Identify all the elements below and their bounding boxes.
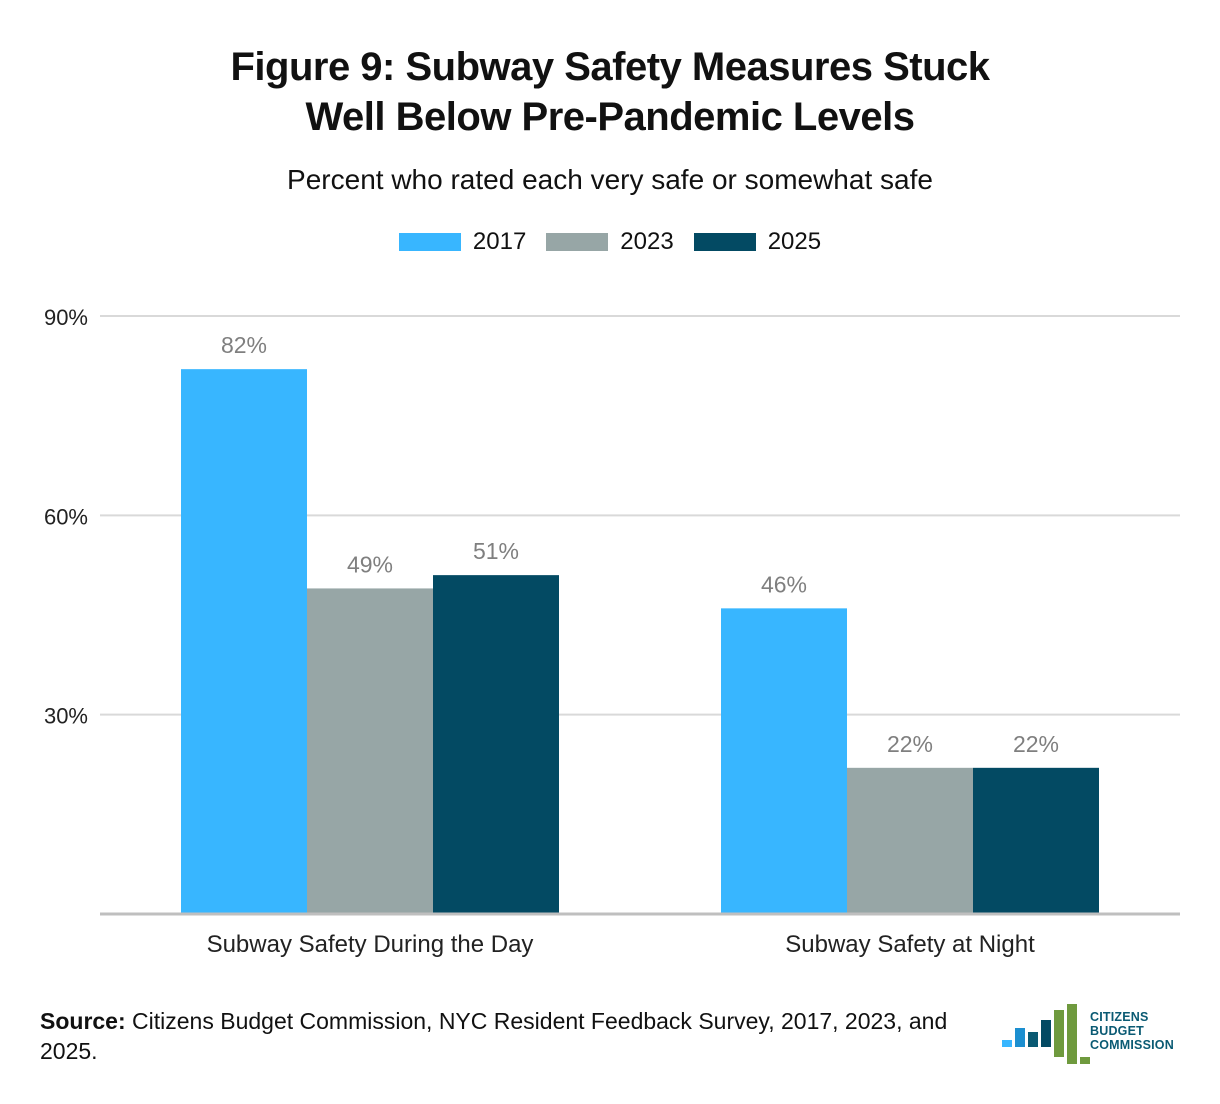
bar-2017-0 [181,369,307,915]
y-tick-label-60: 60% [44,504,88,529]
logo-wordmark: CITIZENS BUDGET COMMISSION [1090,1010,1174,1052]
legend-item-2023: 2023 [546,228,674,256]
cbc-logo-icon [1002,1004,1090,1064]
bar-2023-1 [847,767,973,914]
legend-swatch-2023 [546,233,609,251]
chart-subtitle: Percent who rated each very safe or some… [287,164,933,195]
y-tick-label-90: 90% [44,305,88,330]
legend: 2017 2023 2025 [0,228,1220,256]
source-note: Source: Citizens Budget Commission, NYC … [40,1006,980,1066]
legend-label-2023: 2023 [620,228,674,255]
data-label-2025-1: 22% [1013,731,1059,757]
logo-line-3: COMMISSION [1090,1038,1174,1052]
data-label-2023-1: 22% [887,731,933,757]
data-label-2017-0: 82% [221,332,267,358]
title-line-1: Figure 9: Subway Safety Measures Stuck [230,45,990,89]
data-label-2017-1: 46% [761,571,807,597]
data-label-2025-0: 51% [473,538,519,564]
legend-item-2017: 2017 [398,228,527,256]
legend-label-2025: 2025 [767,228,822,255]
logo-line-2: BUDGET [1090,1024,1144,1038]
x-category-label-0: Subway Safety During the Day [207,931,534,958]
x-category-label-1: Subway Safety at Night [785,931,1035,958]
legend-item-2025: 2025 [693,228,822,256]
legend-swatch-2025 [693,233,756,251]
source-label: Source: [40,1008,126,1034]
title-line-2: Well Below Pre-Pandemic Levels [305,95,915,139]
y-tick-label-30: 30% [44,704,88,729]
bar-2025-1 [973,767,1099,914]
logo-line-1: CITIZENS [1090,1010,1149,1024]
bar-2023-0 [307,588,433,914]
bar-chart: 30% 60% 90% 82% 49% 51% Subway Safety During t… [44,305,1180,958]
bar-2017-1 [721,608,847,914]
legend-label-2017: 2017 [472,228,527,255]
bar-2025-0 [433,575,559,914]
chart-title: Figure 9: Subway Safety Measures Stuck W… [0,42,1220,142]
source-text: Citizens Budget Commission, NYC Resident… [40,1008,948,1064]
data-label-2023-0: 49% [347,551,393,577]
legend-swatch-2017 [398,233,461,251]
